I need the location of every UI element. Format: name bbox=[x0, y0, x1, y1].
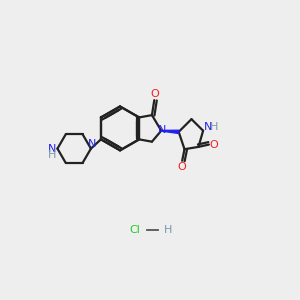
Text: O: O bbox=[210, 140, 218, 150]
Polygon shape bbox=[161, 130, 179, 134]
Text: O: O bbox=[150, 88, 159, 99]
Text: O: O bbox=[178, 162, 187, 172]
Text: H: H bbox=[164, 225, 172, 235]
Text: N: N bbox=[158, 124, 166, 135]
Text: N: N bbox=[88, 140, 96, 149]
Text: N: N bbox=[47, 144, 56, 154]
Text: N: N bbox=[204, 122, 212, 132]
Text: H: H bbox=[47, 150, 56, 160]
Text: Cl: Cl bbox=[130, 225, 141, 235]
Text: H: H bbox=[209, 122, 218, 132]
